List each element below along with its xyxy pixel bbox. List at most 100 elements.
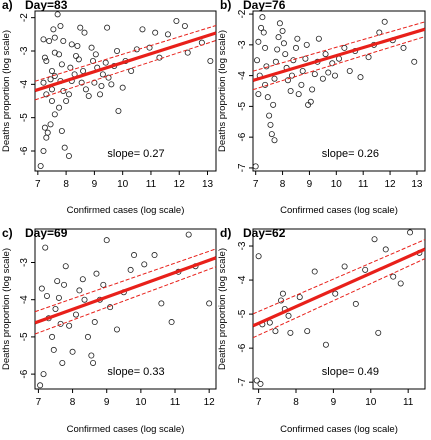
data-point <box>146 44 153 51</box>
data-point <box>319 75 326 82</box>
data-point <box>107 304 114 311</box>
x-axis-label: Confirmed cases (log scale) <box>280 205 398 216</box>
data-point <box>40 79 47 86</box>
data-point <box>267 121 274 128</box>
x-tick-label: 11 <box>403 397 414 408</box>
regression-line <box>253 27 425 82</box>
data-point <box>52 305 59 312</box>
data-point <box>259 14 266 21</box>
panel-title: Day=62 <box>243 226 286 240</box>
data-point <box>56 51 63 58</box>
slope-annotation: slope= 0.33 <box>107 366 164 378</box>
data-point <box>268 131 275 138</box>
data-point <box>61 144 68 151</box>
data-point <box>48 86 55 93</box>
data-point <box>55 294 62 301</box>
data-point <box>255 253 262 260</box>
data-point <box>276 20 283 27</box>
data-point <box>411 58 418 65</box>
data-point <box>309 86 316 93</box>
data-point <box>295 91 302 98</box>
data-point <box>371 236 378 243</box>
data-point <box>48 98 55 105</box>
data-point <box>37 162 44 169</box>
x-tick-label: 11 <box>170 397 181 408</box>
data-point <box>287 88 294 95</box>
data-point <box>58 127 65 134</box>
data-point <box>280 40 287 47</box>
data-point <box>40 371 47 378</box>
data-point <box>263 63 270 70</box>
confidence-band <box>253 258 425 339</box>
data-point <box>288 72 295 79</box>
data-point <box>40 147 47 154</box>
plot-frame <box>252 228 426 390</box>
panel-label: d) <box>220 226 231 240</box>
data-point <box>90 359 97 366</box>
y-tick-label: -6 <box>237 132 248 141</box>
data-point <box>57 22 64 29</box>
x-tick-label: 8 <box>70 397 76 408</box>
x-tick-label: 10 <box>117 179 129 190</box>
data-point <box>88 352 95 359</box>
panel-label: c) <box>2 226 13 240</box>
data-point <box>255 91 262 98</box>
x-axis-label: Confirmed cases (log scale) <box>67 424 185 435</box>
data-point <box>152 29 159 36</box>
x-tick-label: 11 <box>146 179 157 190</box>
data-point <box>41 54 48 61</box>
data-point <box>97 91 104 98</box>
data-point <box>381 18 388 25</box>
x-tick-label: 9 <box>331 397 337 408</box>
data-point <box>207 58 214 65</box>
data-point <box>311 268 318 275</box>
y-tick-label: -3 <box>19 258 30 267</box>
confidence-band <box>35 266 216 335</box>
y-tick-label: -4 <box>237 71 248 80</box>
data-point <box>43 134 50 141</box>
data-point <box>74 43 81 50</box>
data-point <box>151 252 158 259</box>
data-point <box>65 91 72 98</box>
y-tick-label: -3 <box>19 46 30 55</box>
data-point <box>38 285 45 292</box>
x-tick-label: 7 <box>256 397 262 408</box>
data-point <box>322 341 329 348</box>
data-point <box>329 60 336 67</box>
data-point <box>274 46 281 53</box>
x-tick-label: 12 <box>174 179 186 190</box>
y-tick-label: -3 <box>237 241 248 250</box>
slope-annotation: slope= 0.27 <box>107 148 164 160</box>
data-point <box>113 326 120 333</box>
confidence-band <box>253 21 425 72</box>
plot-frame <box>34 228 217 390</box>
x-tick-label: 7 <box>36 397 42 408</box>
data-point <box>60 38 67 45</box>
data-point <box>44 129 51 136</box>
regression-line <box>35 31 216 93</box>
data-point <box>91 319 98 326</box>
data-point <box>158 300 165 307</box>
data-point <box>292 44 299 51</box>
data-point <box>303 41 310 48</box>
data-point <box>279 27 286 34</box>
y-tick-label: -5 <box>19 113 30 122</box>
data-point <box>59 359 66 366</box>
data-point <box>47 121 54 128</box>
y-axis-label: Deaths proportion (log scale) <box>1 30 12 152</box>
data-point <box>307 98 314 105</box>
y-tick-label: -5 <box>19 332 30 341</box>
confidence-band <box>253 239 425 315</box>
data-point <box>43 292 50 299</box>
data-point <box>375 329 382 336</box>
data-point <box>253 377 260 384</box>
data-point <box>75 56 82 63</box>
data-point <box>40 36 47 43</box>
data-point <box>131 252 138 259</box>
data-point <box>56 104 63 111</box>
data-point <box>341 44 348 51</box>
x-tick-label: 10 <box>331 179 343 190</box>
data-point <box>42 244 49 251</box>
data-point <box>93 270 100 277</box>
data-point <box>81 29 88 36</box>
